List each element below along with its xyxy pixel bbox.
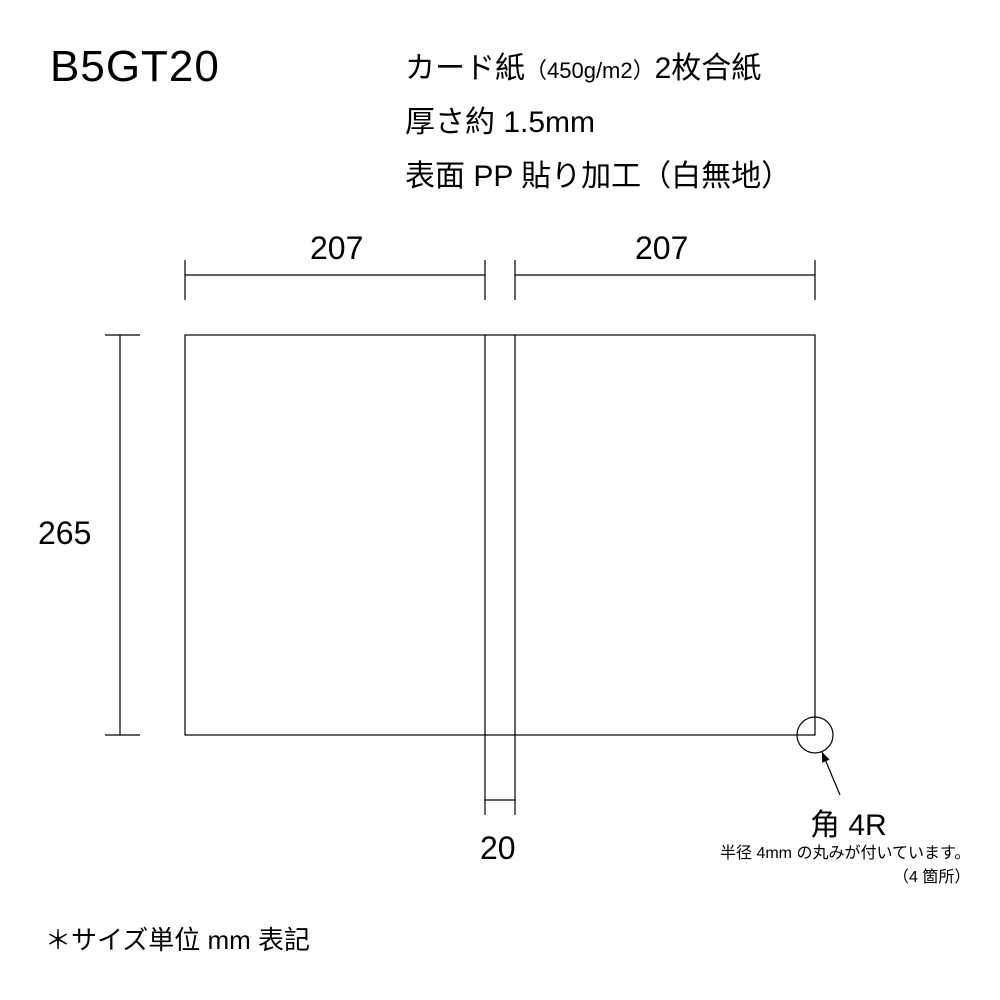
dim-width-left: 207 — [310, 230, 363, 267]
corner-note-1: 半径 4mm の丸みが付いています。 — [720, 845, 970, 862]
dim-spine: 20 — [480, 830, 516, 867]
dim-height: 265 — [38, 515, 91, 552]
diagram-canvas: B5GT20 カード紙（450g/m2）2枚合紙 厚さ約 1.5mm 表面 PP… — [0, 0, 1000, 1000]
dim-width-right: 207 — [635, 230, 688, 267]
corner-note-2: （4 箇所） — [893, 869, 970, 886]
corner-note: 半径 4mm の丸みが付いています。 （4 箇所） — [720, 842, 970, 890]
unit-note: ＊サイズ単位 mm 表記 — [45, 920, 310, 957]
corner-label: 角 4R — [810, 800, 887, 844]
